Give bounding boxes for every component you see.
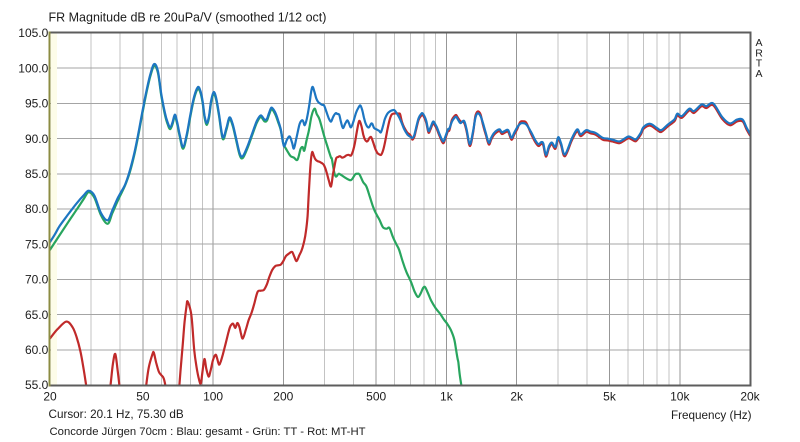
svg-text:80.0: 80.0 [25,202,49,216]
svg-text:Cursor: 20.1 Hz, 75.30 dB: Cursor: 20.1 Hz, 75.30 dB [49,408,184,421]
svg-text:A: A [755,37,762,49]
svg-text:70.0: 70.0 [25,273,49,287]
svg-text:90.0: 90.0 [25,132,49,146]
svg-text:A: A [755,68,762,80]
svg-text:Frequency (Hz): Frequency (Hz) [671,409,752,422]
svg-text:10k: 10k [670,390,690,404]
svg-text:20: 20 [43,390,57,404]
svg-text:55.0: 55.0 [25,378,49,392]
svg-text:60.0: 60.0 [25,343,49,357]
svg-text:85.0: 85.0 [25,167,49,181]
svg-text:20k: 20k [740,390,760,404]
svg-text:105.0: 105.0 [18,26,48,40]
svg-text:75.0: 75.0 [25,237,49,251]
svg-text:500: 500 [366,390,386,404]
svg-text:95.0: 95.0 [25,97,49,111]
svg-text:5k: 5k [603,390,617,404]
svg-text:200: 200 [273,390,293,404]
svg-text:65.0: 65.0 [25,308,49,322]
svg-text:1k: 1k [440,390,454,404]
svg-text:50: 50 [136,390,150,404]
svg-text:100.0: 100.0 [18,61,48,75]
svg-text:T: T [756,58,763,70]
svg-text:100: 100 [203,390,223,404]
svg-text:R: R [755,47,763,59]
svg-text:2k: 2k [510,390,524,404]
svg-text:Concorde Jürgen 70cm : Blau: g: Concorde Jürgen 70cm : Blau: gesamt - Gr… [50,426,366,438]
svg-text:FR Magnitude dB re 20uPa/V (sm: FR Magnitude dB re 20uPa/V (smoothed 1/1… [49,11,327,25]
